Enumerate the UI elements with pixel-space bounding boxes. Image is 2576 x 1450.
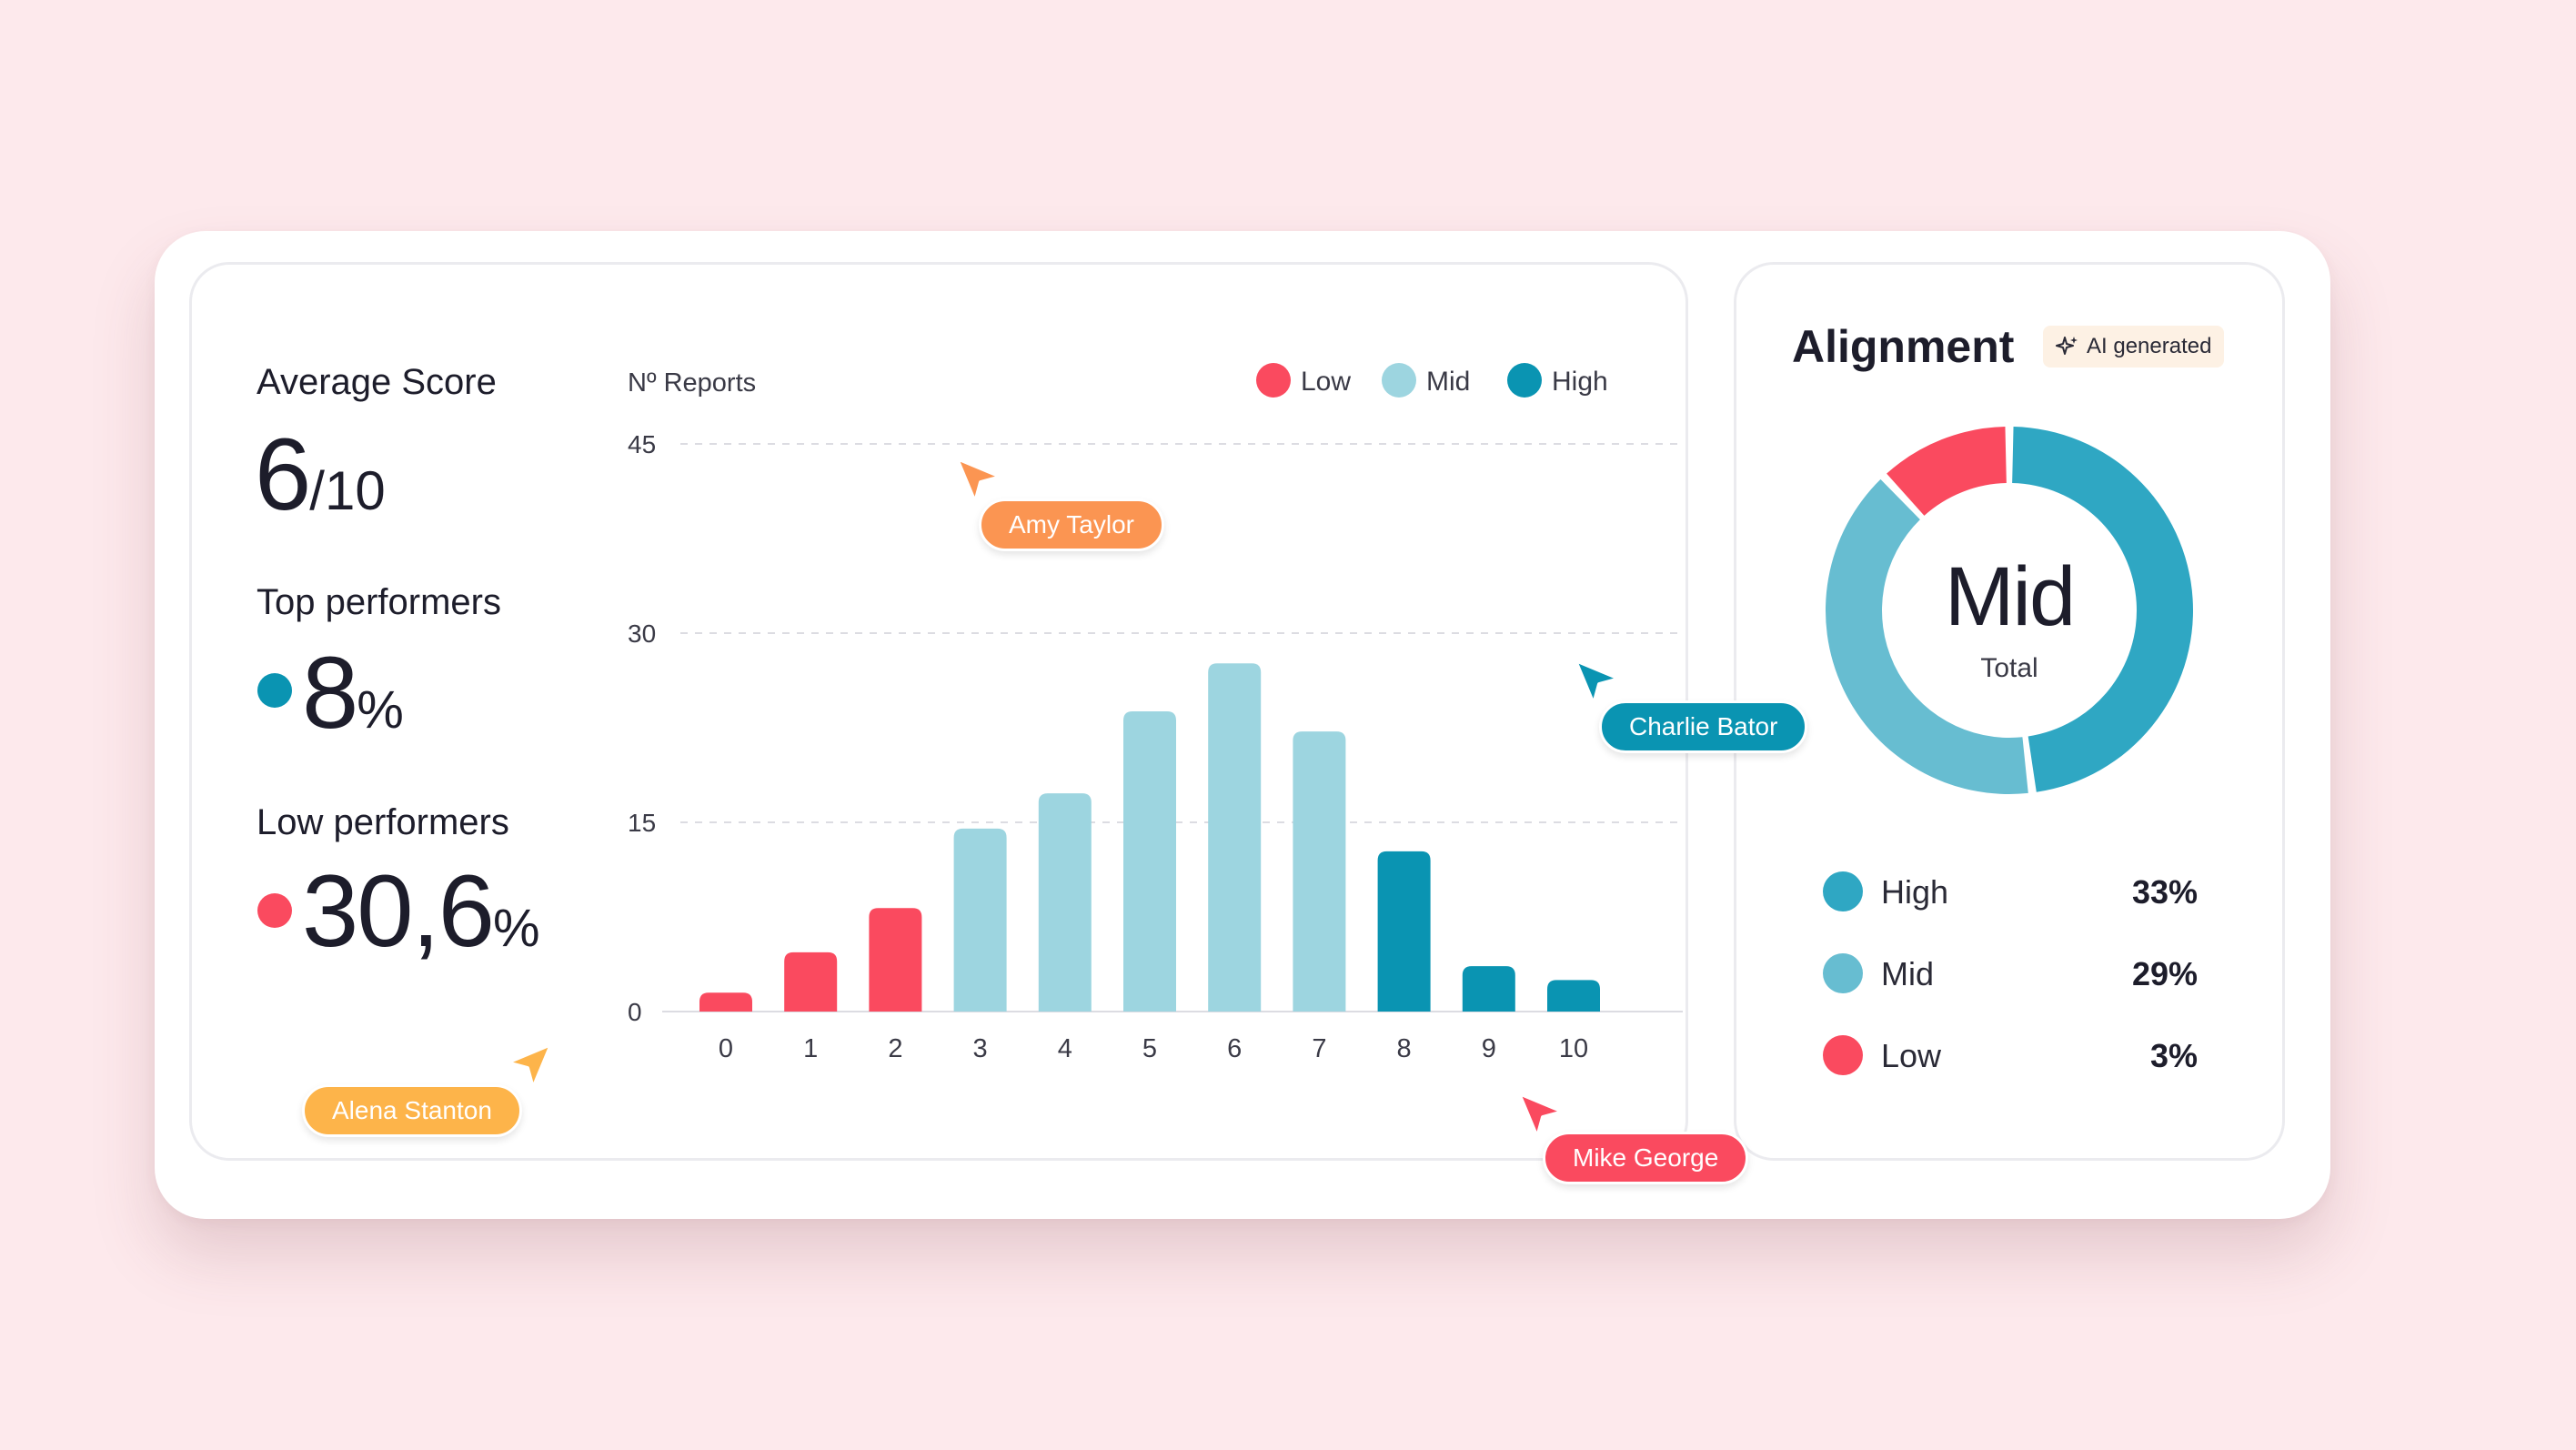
x-tick-label: 8 (1397, 1034, 1412, 1063)
legend-label-high: High (1552, 367, 1608, 397)
low-performers-label: Low performers (257, 802, 509, 842)
bar-0 (699, 992, 752, 1012)
bar-8 (1377, 851, 1431, 1012)
low-legend-value: 3% (2149, 1037, 2198, 1074)
mid-legend-value: 29% (2131, 955, 2198, 992)
bar-7 (1293, 731, 1346, 1012)
high-legend-value: 33% (2131, 873, 2198, 911)
legend-row-high: High 33% (1823, 864, 2198, 919)
bar-10 (1547, 980, 1600, 1012)
sparkle-icon (2056, 337, 2078, 355)
high-legend-dot (1823, 871, 1863, 911)
mike-cursor-label: Mike George (1543, 1132, 1749, 1184)
charlie-cursor-icon (1574, 659, 1621, 706)
high-legend-label: High (1881, 873, 1949, 911)
x-tick-label: 1 (803, 1034, 818, 1063)
legend-item-high: High (1507, 363, 1608, 398)
low-performers-value: 30,6% (302, 861, 540, 962)
donut-center-label: Total (1980, 653, 2038, 683)
low-performers-number: 30,6 (302, 854, 495, 968)
legend-dot-high (1507, 363, 1542, 398)
bar-1 (784, 952, 838, 1012)
alena-cursor-icon (506, 1042, 553, 1090)
y-axis-label: Nº Reports (628, 368, 756, 398)
average-score-number: 6 (255, 418, 311, 531)
amy-cursor-label: Amy Taylor (979, 498, 1164, 551)
high-dot (257, 673, 292, 708)
y-tick-label: 0 (628, 998, 642, 1026)
x-tick-label: 4 (1058, 1034, 1072, 1063)
x-tick-label: 9 (1482, 1034, 1496, 1063)
mike-cursor-icon (1517, 1092, 1565, 1139)
low-legend-label: Low (1881, 1037, 1942, 1074)
charlie-cursor-label: Charlie Bator (1599, 700, 1808, 753)
alignment-title: Alignment (1792, 321, 2015, 372)
top-performers-number: 8 (302, 636, 358, 750)
low-legend-dot (1823, 1035, 1863, 1075)
x-tick-label: 5 (1142, 1034, 1157, 1063)
low-performers-suffix: % (492, 899, 540, 958)
bar-5 (1123, 710, 1176, 1012)
alena-cursor-label: Alena Stanton (302, 1084, 522, 1137)
legend-row-low: Low 3% (1823, 1028, 2198, 1082)
top-performers-label: Top performers (257, 582, 501, 622)
legend-dot-low (1256, 363, 1291, 398)
legend-label-low: Low (1301, 367, 1351, 397)
legend-item-mid: Mid (1382, 363, 1470, 398)
average-score-suffix: /10 (309, 460, 386, 521)
x-tick-label: 7 (1312, 1034, 1326, 1063)
y-tick-label: 30 (628, 619, 656, 648)
average-score-value: 6/10 (255, 424, 386, 526)
x-tick-label: 3 (973, 1034, 988, 1063)
legend-label-mid: Mid (1426, 367, 1470, 397)
low-dot (257, 893, 292, 928)
donut-segment-low (1887, 427, 2007, 516)
ai-generated-badge: AI generated (2043, 326, 2225, 368)
alignment-panel (1734, 262, 2285, 1161)
mid-legend-dot (1823, 953, 1863, 993)
legend-item-low: Low (1256, 363, 1351, 398)
average-score-label: Average Score (257, 362, 497, 402)
donut-segment-high (2012, 427, 2193, 792)
amy-cursor-icon (955, 457, 1002, 504)
mid-legend-label: Mid (1881, 955, 1935, 992)
bar-2 (869, 908, 922, 1012)
bar-3 (953, 828, 1007, 1012)
bar-6 (1208, 663, 1262, 1012)
ai-generated-label: AI generated (2087, 334, 2212, 358)
x-tick-label: 6 (1227, 1034, 1242, 1063)
donut-center-value: Mid (1944, 550, 2076, 643)
x-tick-label: 2 (888, 1034, 902, 1063)
x-tick-label: 10 (1559, 1034, 1588, 1063)
legend-dot-mid (1382, 363, 1416, 398)
alignment-donut (1826, 427, 2193, 794)
bar-4 (1038, 793, 1092, 1012)
top-performers-value: 8% (302, 642, 404, 744)
bar-9 (1462, 966, 1515, 1012)
y-tick-label: 45 (628, 430, 656, 458)
top-performers-suffix: % (357, 680, 404, 740)
legend-row-mid: Mid 29% (1823, 946, 2198, 1001)
y-tick-label: 15 (628, 809, 656, 837)
x-tick-label: 0 (719, 1034, 733, 1063)
donut-segment-mid (1826, 478, 2028, 794)
